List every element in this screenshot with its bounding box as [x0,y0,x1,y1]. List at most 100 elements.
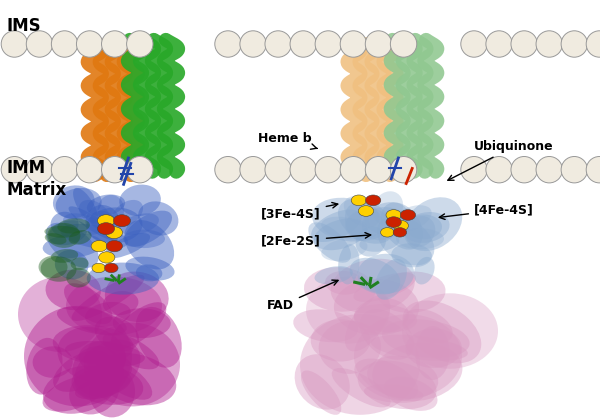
Ellipse shape [52,156,78,183]
Text: IMM: IMM [6,159,45,176]
Ellipse shape [68,206,118,241]
Ellipse shape [290,156,316,183]
Ellipse shape [136,307,182,368]
Ellipse shape [406,215,442,239]
Ellipse shape [364,207,409,235]
Ellipse shape [72,346,124,397]
Circle shape [351,195,367,206]
Ellipse shape [265,156,292,183]
Text: Heme b: Heme b [258,132,317,149]
Circle shape [92,263,106,273]
Ellipse shape [85,302,131,327]
Circle shape [386,210,401,220]
Ellipse shape [306,277,390,344]
Ellipse shape [76,31,103,57]
Ellipse shape [406,328,462,368]
Ellipse shape [73,188,98,223]
Ellipse shape [85,205,121,242]
Ellipse shape [377,216,434,265]
Text: Matrix: Matrix [6,181,66,199]
Ellipse shape [293,309,358,342]
Circle shape [106,227,122,238]
Ellipse shape [71,275,145,321]
Ellipse shape [84,323,180,406]
Ellipse shape [86,207,143,243]
Ellipse shape [391,156,417,183]
Ellipse shape [359,309,414,360]
Circle shape [400,210,416,220]
Ellipse shape [350,258,400,295]
Ellipse shape [71,257,89,270]
Ellipse shape [53,325,134,364]
Ellipse shape [390,205,431,232]
Ellipse shape [340,31,367,57]
Ellipse shape [45,233,67,245]
Ellipse shape [43,234,103,258]
Text: Ubiquinone: Ubiquinone [448,140,554,180]
Ellipse shape [18,277,102,352]
Ellipse shape [359,233,400,252]
Ellipse shape [46,223,98,268]
Ellipse shape [391,31,417,57]
Ellipse shape [304,267,376,312]
Ellipse shape [50,212,79,237]
Ellipse shape [69,230,92,245]
Ellipse shape [300,314,420,415]
Ellipse shape [377,272,446,313]
Ellipse shape [511,31,538,57]
Ellipse shape [64,283,112,324]
Circle shape [106,241,122,252]
Ellipse shape [74,340,140,399]
Ellipse shape [120,213,159,235]
Ellipse shape [511,156,538,183]
Ellipse shape [56,188,101,220]
Ellipse shape [461,156,487,183]
Ellipse shape [95,317,139,352]
Ellipse shape [215,31,241,57]
Ellipse shape [321,238,367,261]
Circle shape [104,263,118,273]
Circle shape [97,222,115,235]
Ellipse shape [46,270,101,310]
Ellipse shape [406,216,436,247]
Ellipse shape [112,200,143,227]
Ellipse shape [71,365,143,405]
Text: [3Fe-4S]: [3Fe-4S] [261,202,338,220]
Ellipse shape [315,156,341,183]
Ellipse shape [345,208,389,241]
Ellipse shape [63,213,102,235]
Ellipse shape [240,31,266,57]
Ellipse shape [365,31,392,57]
Ellipse shape [52,31,78,57]
Ellipse shape [1,156,28,183]
Ellipse shape [391,243,432,267]
Ellipse shape [396,228,444,249]
Ellipse shape [98,195,124,224]
Ellipse shape [67,268,91,287]
Circle shape [365,195,381,206]
Ellipse shape [403,300,481,363]
Ellipse shape [415,326,450,380]
Ellipse shape [354,359,418,401]
Ellipse shape [87,194,125,216]
Text: FAD: FAD [267,280,338,313]
Ellipse shape [76,156,103,183]
Ellipse shape [38,256,68,278]
Ellipse shape [47,223,80,248]
Ellipse shape [124,211,172,247]
Ellipse shape [89,366,135,417]
Ellipse shape [358,361,437,409]
Ellipse shape [367,356,439,399]
Ellipse shape [358,254,414,294]
Ellipse shape [53,350,110,392]
Ellipse shape [61,224,128,249]
Ellipse shape [403,309,453,344]
Ellipse shape [331,259,415,313]
Ellipse shape [561,156,587,183]
Ellipse shape [338,199,394,244]
Circle shape [98,252,115,263]
Ellipse shape [57,306,127,335]
Ellipse shape [65,341,145,367]
Ellipse shape [414,257,434,285]
Ellipse shape [95,355,132,382]
